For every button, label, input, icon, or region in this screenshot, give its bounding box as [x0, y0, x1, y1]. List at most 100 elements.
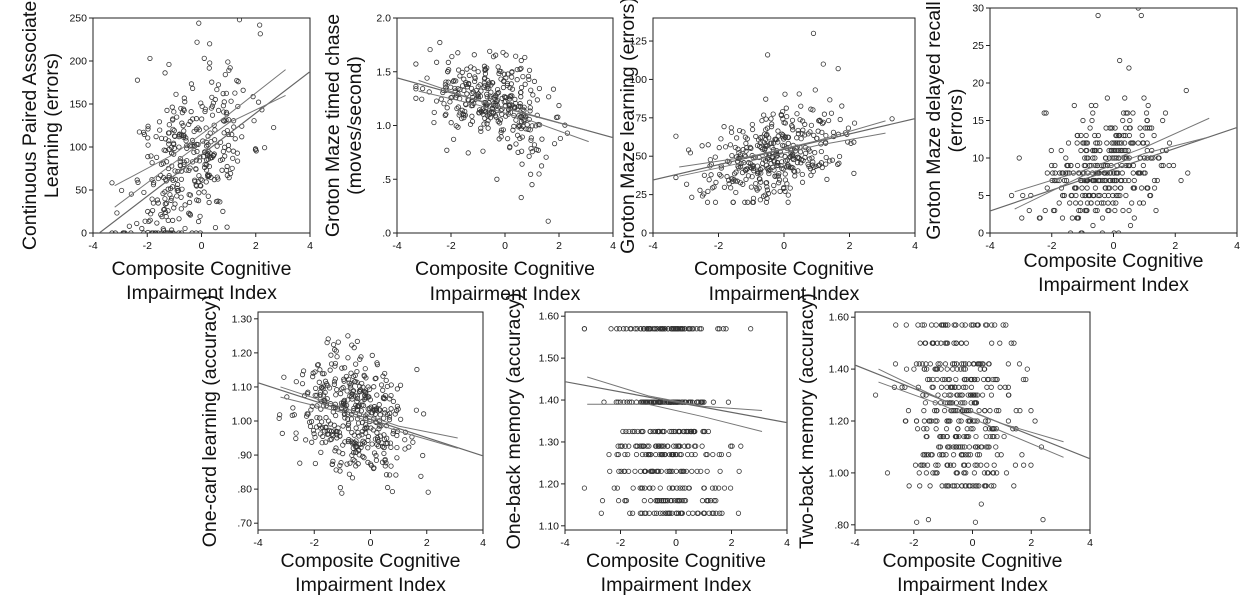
data-point [529, 123, 535, 129]
data-point [357, 383, 363, 390]
data-point [166, 230, 172, 233]
data-point [529, 149, 535, 155]
data-point [177, 155, 183, 162]
data-point [1002, 384, 1008, 390]
data-point [906, 483, 912, 489]
data-point [345, 355, 351, 361]
data-point [1021, 462, 1027, 468]
data-point [789, 124, 796, 130]
data-point [964, 433, 970, 440]
data-point [671, 498, 678, 504]
data-point [193, 116, 200, 122]
regression-line [565, 381, 787, 424]
y-axis-label: Groton Maze timed chase [322, 14, 344, 237]
data-point [794, 111, 800, 117]
data-point [661, 428, 667, 435]
data-point [225, 142, 232, 148]
data-point [531, 142, 538, 148]
data-point [798, 160, 804, 166]
data-point [963, 470, 969, 476]
data-point [346, 376, 352, 382]
data-point [519, 148, 525, 154]
data-point [306, 419, 313, 425]
data-point [374, 441, 380, 448]
data-point [823, 161, 829, 167]
data-point [982, 366, 988, 372]
data-point [184, 142, 190, 149]
data-point [992, 322, 998, 328]
data-point [1094, 207, 1100, 214]
data-point [974, 322, 980, 328]
data-point [329, 431, 335, 438]
data-point [327, 437, 333, 443]
confidence-band-lower [679, 132, 886, 177]
data-point [1092, 207, 1098, 214]
data-point [718, 451, 725, 458]
data-point [830, 129, 837, 135]
data-point [669, 485, 675, 491]
data-point [1110, 177, 1116, 184]
data-point [157, 127, 163, 133]
data-point [926, 376, 933, 383]
data-point [981, 376, 987, 383]
data-point [553, 114, 560, 121]
data-point [729, 443, 735, 449]
data-point [344, 416, 351, 422]
data-point [708, 498, 714, 504]
x-tick-label: 2 [1172, 240, 1178, 252]
data-point [1074, 140, 1080, 146]
data-point [330, 458, 336, 464]
data-point [792, 169, 798, 175]
data-point [193, 183, 200, 189]
y-axis-label: Learning (errors) [41, 53, 63, 198]
data-point [382, 410, 388, 416]
data-point [520, 74, 526, 80]
data-point [811, 132, 817, 138]
data-point [348, 416, 355, 422]
data-point [212, 225, 219, 231]
data-point [721, 485, 728, 491]
data-point [119, 187, 125, 194]
data-point [657, 510, 663, 516]
data-point [150, 207, 156, 214]
data-point [504, 80, 511, 87]
data-point [327, 427, 333, 434]
data-point [930, 376, 936, 383]
data-point [354, 368, 360, 375]
y-tick-label: 1.30 [539, 436, 560, 448]
data-point [1110, 200, 1116, 206]
data-point [1170, 162, 1177, 169]
data-point [922, 400, 928, 406]
data-point [199, 116, 205, 122]
data-point [398, 416, 404, 422]
x-axis-label: Impairment Index [126, 282, 277, 304]
data-point [763, 144, 769, 150]
data-point [730, 199, 736, 205]
data-point [331, 422, 337, 428]
data-point [222, 72, 228, 78]
data-point [828, 110, 835, 116]
data-point [209, 112, 216, 118]
data-point [494, 176, 500, 182]
data-point [994, 452, 1000, 458]
data-point [818, 148, 824, 155]
data-point [947, 400, 953, 406]
data-point [723, 326, 729, 332]
data-point [650, 485, 656, 491]
data-point [635, 428, 641, 435]
data-point [997, 384, 1003, 390]
y-tick-label: 1.40 [829, 364, 850, 376]
data-point [745, 173, 752, 179]
y-tick-label: 1.20 [829, 416, 850, 428]
data-point [234, 77, 240, 84]
data-point [942, 361, 949, 367]
data-point [189, 143, 195, 149]
data-point [976, 483, 982, 489]
data-point [753, 180, 759, 187]
data-point [581, 326, 588, 332]
data-point [795, 154, 801, 160]
data-point [381, 444, 387, 451]
data-point [464, 66, 470, 72]
data-point [697, 187, 703, 193]
x-tick-label: 0 [199, 240, 205, 252]
